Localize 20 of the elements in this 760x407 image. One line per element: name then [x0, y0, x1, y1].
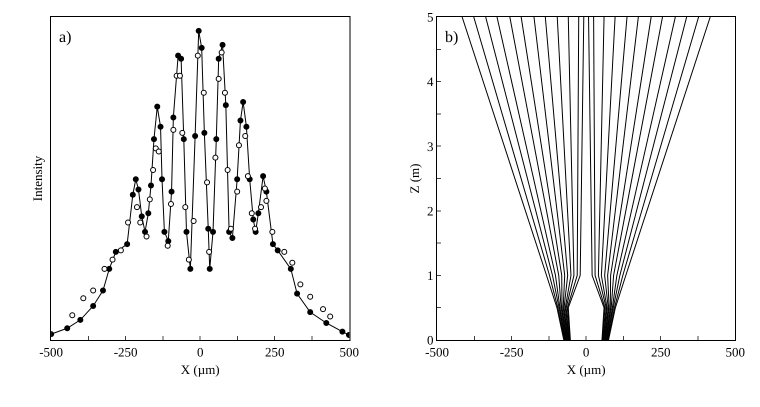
- y-tick-label: 5: [426, 10, 434, 25]
- x-axis-title: X (µm): [566, 362, 606, 378]
- x-tick-label: 250: [650, 344, 670, 360]
- y-tick-label: 1: [426, 268, 434, 283]
- x-tick-label: 500: [340, 344, 360, 360]
- y-tick-label: 3: [426, 138, 434, 154]
- y-tick-label: 2: [426, 203, 434, 218]
- x-axis-title: X (µm): [180, 362, 220, 378]
- x-tick-label: -500: [39, 344, 64, 360]
- y-tick-label: 4: [426, 74, 434, 90]
- x-tick-label: -250: [114, 344, 138, 360]
- y-axis-title: Z (m): [406, 164, 422, 194]
- x-tick-label: 0: [196, 344, 204, 360]
- y-axis-title: Intensity: [30, 155, 46, 202]
- annotation: b): [445, 29, 458, 46]
- x-tick-label: 0: [582, 344, 590, 360]
- annotation: a): [59, 29, 72, 46]
- x-tick-label: 250: [264, 344, 284, 360]
- x-tick-label: 500: [725, 344, 745, 360]
- x-tick-label: -250: [500, 344, 524, 360]
